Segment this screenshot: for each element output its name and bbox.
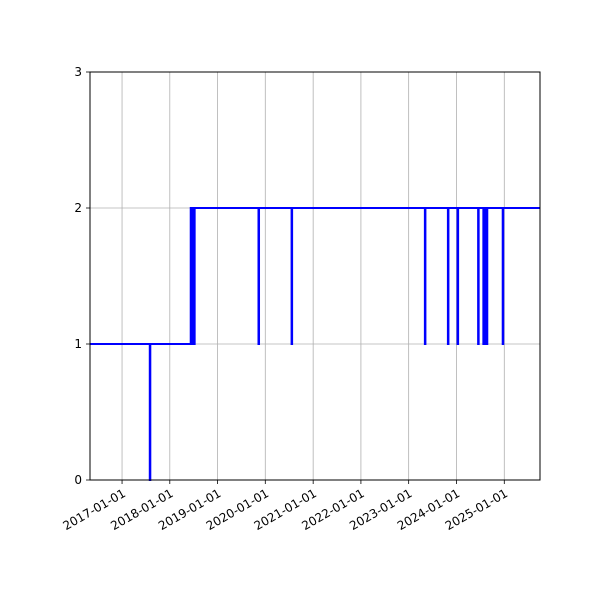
y-tick-label: 3 bbox=[74, 65, 82, 79]
series-line bbox=[90, 207, 540, 481]
plot-frame bbox=[89, 71, 541, 481]
y-tick-label: 0 bbox=[74, 473, 82, 487]
y-axis: 0 1 2 3 bbox=[74, 65, 90, 487]
series-layer bbox=[90, 207, 540, 481]
y-tick-label: 1 bbox=[74, 337, 82, 351]
plot-area bbox=[90, 72, 540, 480]
y-tick-label: 2 bbox=[74, 201, 82, 215]
